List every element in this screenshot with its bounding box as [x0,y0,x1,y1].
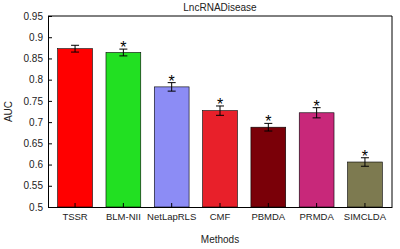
y-tick-label: 0.75 [24,96,44,107]
x-tick-label: PRMDA [299,211,334,222]
y-tick: 0.55 [24,180,52,191]
x-tick-label: CMF [210,211,231,222]
annotation: * [120,39,126,56]
frame-top [48,16,392,17]
x-tick: NetLapRLS [147,203,196,222]
error-cap [313,117,321,118]
x-tick-label: PBMDA [251,211,285,222]
x-axis-title: Methods [201,234,239,245]
x-tick-mark [220,203,221,207]
x-axis: TSSR BLM-NII NetLapRLS CMF PBMDA PRMDA SIMCLDA [49,203,393,222]
x-tick: CMF [210,203,231,222]
bar [154,87,189,207]
bar [251,127,286,207]
bar [348,162,383,207]
marks [58,45,383,207]
x-tick-mark [268,203,269,207]
x-tick-mark [123,203,124,207]
x-tick: TSSR [62,203,87,222]
y-tick-mark [48,80,52,81]
title: LncRNADisease [183,2,257,13]
y-tick-label: 0.6 [29,159,43,170]
y-tick-label: 0.55 [24,180,44,191]
x-tick: SIMCLDA [344,203,387,222]
x-tick-label: TSSR [62,211,87,222]
error-cap [168,91,176,92]
error-cap [71,52,79,53]
annotation: * [362,148,368,165]
y-tick-mark [48,37,52,38]
y-tick: 0.85 [24,53,52,64]
x-tick-mark [316,203,317,207]
annotation: * [169,73,175,90]
chart: 0.5 0.55 0.6 0.65 0.7 0.75 0.8 0.85 0.9 0.95 TSSR B… [0,0,400,249]
y-tick-label: 0.7 [29,117,43,128]
y-axis-title: AUC [3,101,14,122]
x-tick-mark [75,203,76,207]
error-stem [75,45,76,52]
annotation: * [314,98,320,115]
y-tick-mark [48,101,52,102]
y-tick: 0.8 [29,74,52,85]
x-tick: BLM-NII [106,203,141,222]
x-tick-label: SIMCLDA [344,211,387,222]
x-tick: PBMDA [251,203,285,222]
y-tick-label: 0.9 [29,32,43,43]
y-tick-label: 0.85 [24,53,44,64]
y-tick-label: 0.8 [29,74,43,85]
y-axis-line [48,17,49,208]
x-tick-mark [171,203,172,207]
x-tick: PRMDA [299,203,334,222]
bar [203,111,238,207]
y-tick: 0.6 [29,159,52,170]
plot: 0.5 0.55 0.6 0.65 0.7 0.75 0.8 0.85 0.9 0.95 TSSR B… [24,11,393,222]
x-tick-mark [364,203,365,207]
y-tick-mark [48,58,52,59]
y-tick: 0.7 [29,117,52,128]
x-axis-line [49,207,393,208]
bar [106,53,141,207]
error-cap [361,166,369,167]
error-cap [264,131,272,132]
bar [299,113,334,207]
x-tick-label: BLM-NII [106,211,141,222]
y-tick: 0.65 [24,138,52,149]
annotation: * [265,113,271,130]
frame-right [392,16,393,207]
annotation: * [217,96,223,113]
y-tick-label: 0.95 [24,11,44,22]
y-tick: 0.75 [24,96,52,107]
y-tick: 0.9 [29,32,52,43]
y-tick-label: 0.5 [29,202,43,213]
y-tick-mark [48,186,52,187]
error-cap [216,115,224,116]
y-tick-mark [48,165,52,166]
y-tick: 0.95 [24,11,52,22]
bar [58,49,93,207]
x-tick-label: NetLapRLS [147,211,196,222]
y-tick-label: 0.65 [24,138,44,149]
error-cap [71,45,79,46]
y-axis: 0.5 0.55 0.6 0.65 0.7 0.75 0.8 0.85 0.9 0.95 [24,11,52,213]
error-bar [71,45,79,52]
y-tick-mark [48,122,52,123]
y-tick-mark [48,143,52,144]
